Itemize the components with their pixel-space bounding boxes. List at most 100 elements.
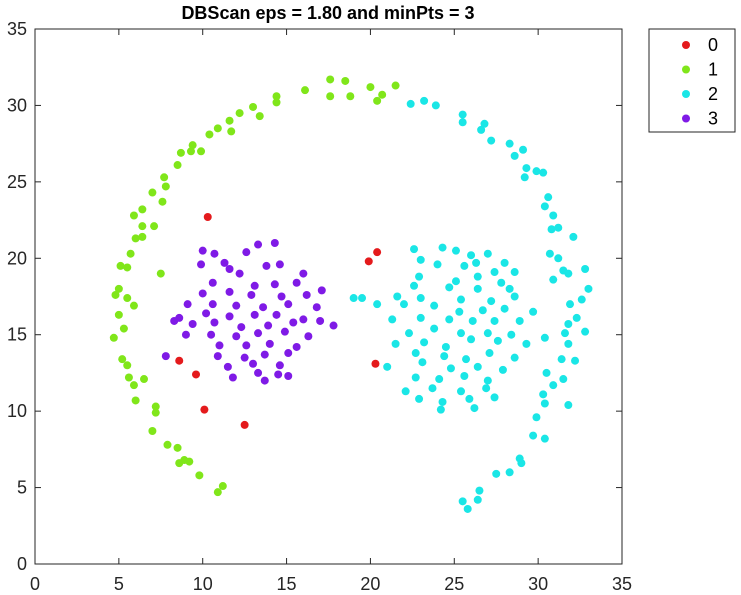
data-point (477, 125, 486, 134)
data-point (473, 495, 482, 504)
data-point (223, 362, 232, 371)
data-point (175, 459, 184, 468)
data-point (445, 315, 454, 324)
data-point (123, 361, 132, 370)
data-point (235, 269, 244, 278)
data-point (410, 245, 419, 254)
data-point (124, 373, 133, 382)
data-point (114, 284, 123, 293)
legend-item-1: 1 (682, 60, 718, 80)
data-point (329, 321, 338, 330)
data-point (123, 263, 132, 272)
data-point (301, 86, 310, 95)
data-point (220, 258, 229, 267)
data-point (237, 323, 246, 332)
data-point (500, 304, 509, 313)
data-point (483, 329, 492, 338)
data-point (505, 468, 514, 477)
data-point (458, 118, 467, 127)
data-point (564, 339, 573, 348)
data-point (554, 254, 563, 263)
data-point (557, 355, 566, 364)
data-point (131, 396, 140, 405)
x-tick-label: 10 (193, 574, 213, 594)
data-point (420, 96, 429, 105)
data-point (195, 471, 204, 480)
data-point (445, 283, 454, 292)
data-point (401, 387, 410, 396)
data-point (416, 313, 425, 322)
y-tick-label: 0 (17, 554, 27, 574)
data-point (480, 119, 489, 128)
data-point (270, 280, 279, 289)
data-point (438, 243, 447, 252)
data-point (465, 394, 474, 403)
data-point (433, 260, 442, 269)
data-point (460, 371, 469, 380)
data-point (428, 384, 437, 393)
data-point (225, 264, 234, 273)
data-point (510, 151, 519, 160)
legend-marker (682, 41, 690, 49)
data-point (148, 427, 157, 436)
data-point (549, 381, 558, 390)
data-point (529, 431, 538, 440)
data-point (391, 339, 400, 348)
data-point (138, 232, 147, 241)
data-point (418, 358, 427, 367)
data-point (420, 338, 429, 347)
y-tick-label: 35 (7, 19, 27, 39)
data-point (170, 316, 179, 325)
legend-item-3: 3 (682, 109, 718, 129)
data-point (192, 370, 201, 379)
data-point (584, 284, 593, 293)
data-point (289, 318, 298, 327)
data-point (577, 295, 586, 304)
y-tick-label: 15 (7, 325, 27, 345)
data-point (456, 329, 465, 338)
data-point (250, 281, 259, 290)
data-point (207, 330, 216, 339)
data-point (473, 272, 482, 281)
data-point (545, 249, 554, 258)
data-point (284, 371, 293, 380)
data-point (213, 124, 222, 133)
data-point (411, 349, 420, 358)
data-point (158, 197, 167, 206)
data-point (262, 261, 271, 270)
data-point (254, 240, 263, 249)
data-point (529, 307, 538, 316)
data-point (497, 278, 506, 287)
data-point (560, 329, 569, 338)
data-point (274, 370, 283, 379)
data-point (240, 353, 249, 362)
legend-marker (682, 90, 690, 98)
data-point (126, 249, 135, 258)
data-point (203, 213, 212, 222)
data-point (519, 145, 528, 154)
data-point (566, 300, 575, 309)
data-point (446, 364, 455, 373)
data-point (436, 405, 445, 414)
data-point (176, 148, 185, 157)
data-point (175, 356, 184, 365)
data-point (564, 401, 573, 410)
data-point (254, 329, 263, 338)
data-point (123, 294, 132, 303)
data-point (173, 443, 182, 452)
data-point (131, 234, 140, 243)
data-point (490, 393, 499, 402)
data-point (554, 223, 563, 232)
data-point (415, 272, 424, 281)
data-point (208, 300, 217, 309)
data-point (114, 310, 123, 319)
data-point (500, 258, 509, 267)
data-point (188, 320, 197, 329)
data-point (225, 312, 234, 321)
data-point (235, 109, 244, 118)
data-point (129, 211, 138, 220)
data-point (458, 497, 467, 506)
series-2-points (349, 96, 593, 513)
data-point (571, 356, 580, 365)
